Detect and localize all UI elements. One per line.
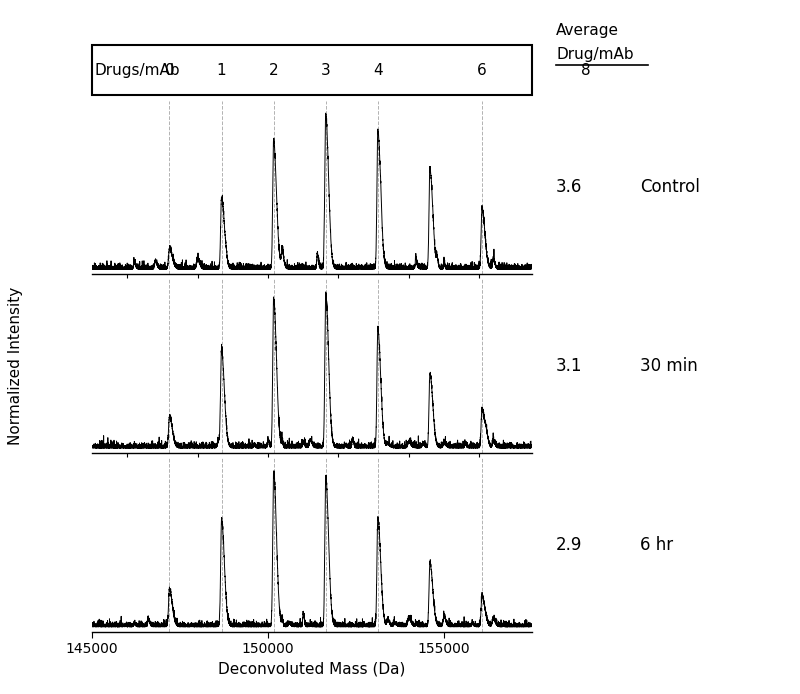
Text: 8: 8 xyxy=(582,62,591,78)
X-axis label: Deconvoluted Mass (Da): Deconvoluted Mass (Da) xyxy=(218,661,406,677)
Text: 2.9: 2.9 xyxy=(556,536,582,554)
Text: Average: Average xyxy=(556,23,619,38)
Text: Control: Control xyxy=(640,178,700,196)
Text: 3.1: 3.1 xyxy=(556,357,582,375)
Text: 3: 3 xyxy=(321,62,330,78)
Text: 1: 1 xyxy=(217,62,226,78)
Text: Drugs/mAb: Drugs/mAb xyxy=(94,62,180,78)
Text: 3.6: 3.6 xyxy=(556,178,582,196)
Text: 4: 4 xyxy=(373,62,382,78)
Text: Drug/mAb: Drug/mAb xyxy=(556,47,634,62)
Text: 30 min: 30 min xyxy=(640,357,698,375)
FancyBboxPatch shape xyxy=(92,45,532,95)
Text: Normalized Intensity: Normalized Intensity xyxy=(9,287,23,446)
Text: 0: 0 xyxy=(165,62,174,78)
Text: 6: 6 xyxy=(477,62,487,78)
Text: 2: 2 xyxy=(269,62,278,78)
Text: 6 hr: 6 hr xyxy=(640,536,673,554)
